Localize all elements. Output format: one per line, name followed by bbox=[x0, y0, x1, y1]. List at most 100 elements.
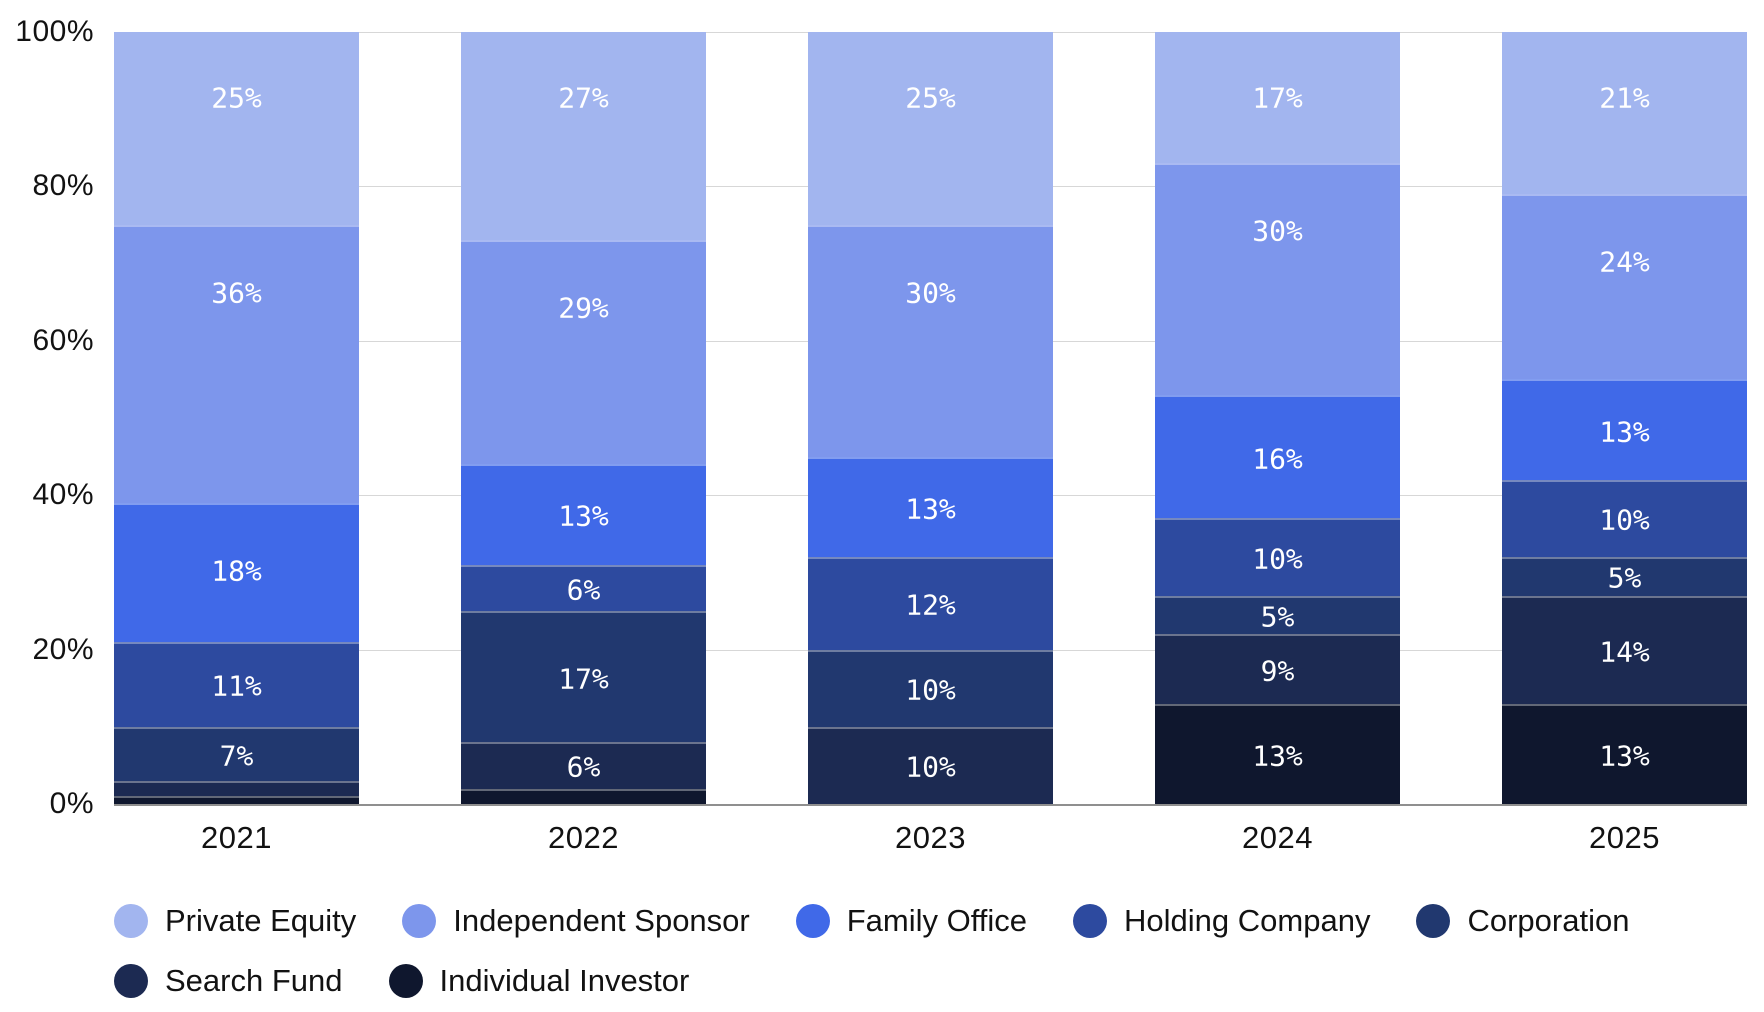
legend-dot-private-equity bbox=[114, 904, 148, 938]
segment-2024-individual-investor: 13% bbox=[1155, 703, 1400, 804]
legend-dot-individual-investor bbox=[388, 964, 423, 998]
x-axis-label-2025: 2025 bbox=[1589, 820, 1660, 855]
bar-2022: 27% 29% 13% 6% 17% 6% bbox=[461, 32, 706, 804]
legend-label: Family Office bbox=[846, 903, 1028, 938]
segment-value-label: 5% bbox=[1260, 600, 1295, 634]
segment-value-label: 17% bbox=[1252, 81, 1303, 115]
bar-2025: 21% 24% 13% 10% 5% 14% 13% bbox=[1502, 32, 1747, 804]
segment-value-label: 25% bbox=[905, 81, 956, 115]
segment-2022-search-fund: 6% bbox=[461, 742, 706, 789]
y-axis-tick-label-20: 20% bbox=[32, 632, 94, 666]
segment-2025-search-fund: 14% bbox=[1502, 595, 1747, 704]
segment-value-label: 11% bbox=[211, 669, 262, 703]
legend-item-independent-sponsor: Independent Sponsor bbox=[402, 903, 750, 939]
legend-item-family-office: Family Office bbox=[795, 903, 1028, 939]
segment-value-label: 18% bbox=[211, 554, 262, 588]
segment-2024-corporation: 5% bbox=[1155, 595, 1400, 635]
legend-item-search-fund: Search Fund bbox=[114, 963, 343, 999]
segment-2025-independent-sponsor: 24% bbox=[1502, 194, 1747, 380]
segment-value-label: 9% bbox=[1260, 654, 1295, 688]
legend-dot-holding-company bbox=[1073, 904, 1108, 938]
segment-2021-search-fund bbox=[114, 780, 359, 797]
segment-2021-corporation: 7% bbox=[114, 726, 359, 781]
segment-value-label: 10% bbox=[905, 750, 956, 784]
segment-2025-family-office: 13% bbox=[1502, 379, 1747, 480]
gridline-0pct bbox=[114, 804, 1747, 806]
x-axis-label-2024: 2024 bbox=[1242, 820, 1313, 855]
segment-value-label: 6% bbox=[566, 573, 601, 607]
segment-value-label: 30% bbox=[905, 276, 956, 310]
segment-2024-holding-company: 10% bbox=[1155, 518, 1400, 596]
segment-value-label: 17% bbox=[558, 662, 609, 696]
segment-2023-holding-company: 12% bbox=[808, 556, 1053, 650]
segment-value-label: 21% bbox=[1599, 81, 1650, 115]
plot-area: 25% 36% 18% 11% 7% 27% 29% 13% 6% 17% 6% 25% 30% 13% 1… bbox=[114, 32, 1747, 806]
y-axis-tick-label-80: 80% bbox=[32, 169, 94, 203]
y-axis-tick-label-60: 60% bbox=[32, 323, 94, 357]
segment-value-label: 13% bbox=[1252, 739, 1303, 773]
segment-2023-search-fund: 10% bbox=[808, 726, 1053, 804]
segment-value-label: 10% bbox=[1252, 542, 1303, 576]
segment-2024-family-office: 16% bbox=[1155, 394, 1400, 519]
segment-value-label: 10% bbox=[905, 673, 956, 707]
segment-2025-holding-company: 10% bbox=[1502, 479, 1747, 557]
segment-value-label: 27% bbox=[558, 81, 609, 115]
segment-2022-independent-sponsor: 29% bbox=[461, 240, 706, 465]
segment-2023-corporation: 10% bbox=[808, 649, 1053, 727]
x-axis-label-2021: 2021 bbox=[201, 820, 272, 855]
bar-2023: 25% 30% 13% 12% 10% 10% bbox=[808, 32, 1053, 804]
segment-value-label: 30% bbox=[1252, 214, 1303, 248]
segment-2021-holding-company: 11% bbox=[114, 641, 359, 727]
legend-dot-family-office bbox=[795, 904, 830, 938]
segment-2023-independent-sponsor: 30% bbox=[808, 225, 1053, 457]
legend-dot-corporation bbox=[1416, 904, 1451, 938]
segment-2021-independent-sponsor: 36% bbox=[114, 225, 359, 503]
segment-value-label: 13% bbox=[558, 499, 609, 533]
segment-value-label: 24% bbox=[1599, 245, 1650, 279]
segment-value-label: 7% bbox=[219, 739, 254, 773]
legend-label: Private Equity bbox=[165, 903, 357, 938]
segment-2021-family-office: 18% bbox=[114, 502, 359, 642]
segment-2024-independent-sponsor: 30% bbox=[1155, 163, 1400, 395]
segment-2023-private-equity: 25% bbox=[808, 32, 1053, 225]
segment-2022-private-equity: 27% bbox=[461, 32, 706, 241]
segment-2025-corporation: 5% bbox=[1502, 556, 1747, 596]
segment-value-label: 25% bbox=[211, 81, 262, 115]
segment-value-label: 10% bbox=[1599, 503, 1650, 537]
legend-label: Search Fund bbox=[165, 963, 343, 998]
bar-2021: 25% 36% 18% 11% 7% bbox=[114, 32, 359, 804]
legend-label: Holding Company bbox=[1124, 903, 1371, 938]
y-axis-tick-label-0: 0% bbox=[49, 787, 94, 820]
segment-value-label: 12% bbox=[905, 588, 956, 622]
legend-item-private-equity: Private Equity bbox=[114, 903, 356, 939]
legend-label: Corporation bbox=[1467, 903, 1630, 938]
segment-value-label: 16% bbox=[1252, 442, 1303, 476]
segment-value-label: 13% bbox=[1599, 415, 1650, 449]
segment-2022-family-office: 13% bbox=[461, 464, 706, 565]
legend: Private Equity Independent Sponsor Family … bbox=[114, 903, 1739, 999]
legend-item-corporation: Corporation bbox=[1416, 903, 1629, 939]
bar-2024: 17% 30% 16% 10% 5% 9% 13% bbox=[1155, 32, 1400, 804]
legend-dot-independent-sponsor bbox=[402, 904, 437, 938]
segment-2024-search-fund: 9% bbox=[1155, 634, 1400, 704]
segment-2021-individual-investor bbox=[114, 796, 359, 804]
legend-item-holding-company: Holding Company bbox=[1073, 903, 1370, 939]
segment-2023-family-office: 13% bbox=[808, 456, 1053, 557]
legend-label: Independent Sponsor bbox=[453, 903, 750, 938]
segment-value-label: 6% bbox=[566, 750, 601, 784]
segment-2025-private-equity: 21% bbox=[1502, 32, 1747, 195]
segment-2025-individual-investor: 13% bbox=[1502, 703, 1747, 804]
segment-2022-corporation: 17% bbox=[461, 610, 706, 743]
y-axis-tick-label-40: 40% bbox=[32, 478, 94, 512]
x-axis-label-2022: 2022 bbox=[548, 820, 619, 855]
segment-value-label: 29% bbox=[558, 291, 609, 325]
segment-2024-private-equity: 17% bbox=[1155, 32, 1400, 164]
legend-label: Individual Investor bbox=[439, 963, 690, 998]
segment-value-label: 36% bbox=[211, 276, 262, 310]
segment-2022-holding-company: 6% bbox=[461, 564, 706, 611]
legend-dot-search-fund bbox=[114, 964, 148, 998]
y-axis-tick-label-100: 100% bbox=[15, 15, 94, 48]
segment-value-label: 5% bbox=[1607, 561, 1642, 595]
legend-item-individual-investor: Individual Investor bbox=[388, 963, 690, 999]
